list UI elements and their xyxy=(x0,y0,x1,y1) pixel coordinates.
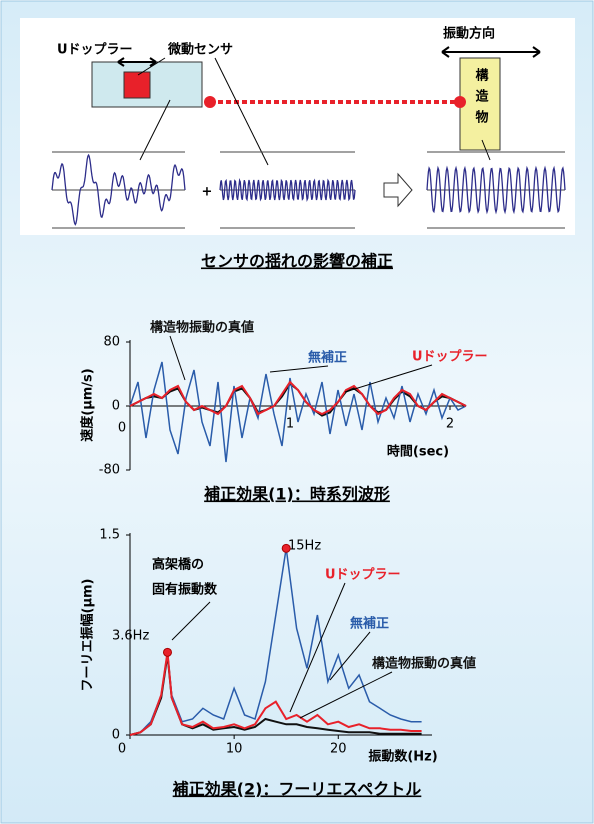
series-label: 構造物振動の真値 xyxy=(150,320,254,336)
y-tick-label: 0 xyxy=(112,399,120,414)
y-tick-label: 80 xyxy=(103,335,120,350)
annotation: 15Hz xyxy=(288,539,321,554)
leader xyxy=(299,671,393,719)
direction-arrow xyxy=(441,46,541,58)
series-label: 構造物振動の真値 xyxy=(372,656,476,672)
leader xyxy=(214,57,269,166)
x-tick-label: 0 xyxy=(118,421,126,436)
label: Uドップラー xyxy=(57,43,133,58)
leader xyxy=(289,582,346,713)
laser-head xyxy=(204,96,216,108)
y-tick-label: 0 xyxy=(112,728,120,743)
x-axis-label: 振動数(Hz) xyxy=(368,749,437,765)
annotation: 3.6Hz xyxy=(112,629,149,644)
x-tick-label: 20 xyxy=(330,742,347,757)
leader xyxy=(139,99,171,161)
series-label: 無補正 xyxy=(350,616,389,632)
y-tick-label: 1.5 xyxy=(99,528,120,543)
peak-marker xyxy=(162,647,172,657)
sensor xyxy=(123,71,151,99)
leader xyxy=(137,57,166,76)
series-line xyxy=(129,380,467,416)
annotation: 高架橋の xyxy=(152,557,204,573)
series-label: Uドップラー xyxy=(412,350,488,365)
waveforms xyxy=(51,151,566,229)
series-line xyxy=(129,652,422,736)
x-tick-label: 2 xyxy=(446,417,454,432)
x-axis-label: 時間(sec) xyxy=(387,444,449,460)
leader xyxy=(481,139,491,161)
annotation: 固有振動数 xyxy=(152,582,218,598)
chart-title: 補正効果(1)：時系列波形 xyxy=(203,485,390,504)
leader xyxy=(171,601,211,641)
leader xyxy=(169,335,186,381)
series-label: Uドップラー xyxy=(325,568,401,583)
structure-box xyxy=(459,57,501,151)
waveform xyxy=(219,178,356,202)
x-tick-label: 10 xyxy=(226,742,243,757)
leader xyxy=(329,631,371,681)
plus-sign: + xyxy=(202,185,213,200)
waveform xyxy=(51,153,186,226)
waveform xyxy=(426,165,566,215)
result-arrow xyxy=(383,172,413,208)
y-axis-label: 速度(μm/s) xyxy=(80,368,96,441)
label: 微動センサ xyxy=(167,42,233,58)
y-axis-label: フーリエ振幅(μm) xyxy=(80,579,96,692)
x-tick-label: 0 xyxy=(118,742,126,757)
series-line xyxy=(129,361,467,463)
leader xyxy=(344,364,433,393)
peak-marker xyxy=(281,543,291,553)
series-label: 無補正 xyxy=(308,350,347,366)
chart-title: 補正効果(2)：フーリエスペクトル xyxy=(172,780,422,799)
label: 構造物 xyxy=(473,67,489,131)
leader xyxy=(269,365,329,373)
sensor-arrow xyxy=(117,57,157,67)
y-tick-label: -80 xyxy=(99,463,120,478)
caption: センサの揺れの影響の補正 xyxy=(201,252,393,271)
label: 振動方向 xyxy=(443,26,495,42)
x-tick-label: 1 xyxy=(286,417,294,432)
laser-point xyxy=(454,96,466,108)
